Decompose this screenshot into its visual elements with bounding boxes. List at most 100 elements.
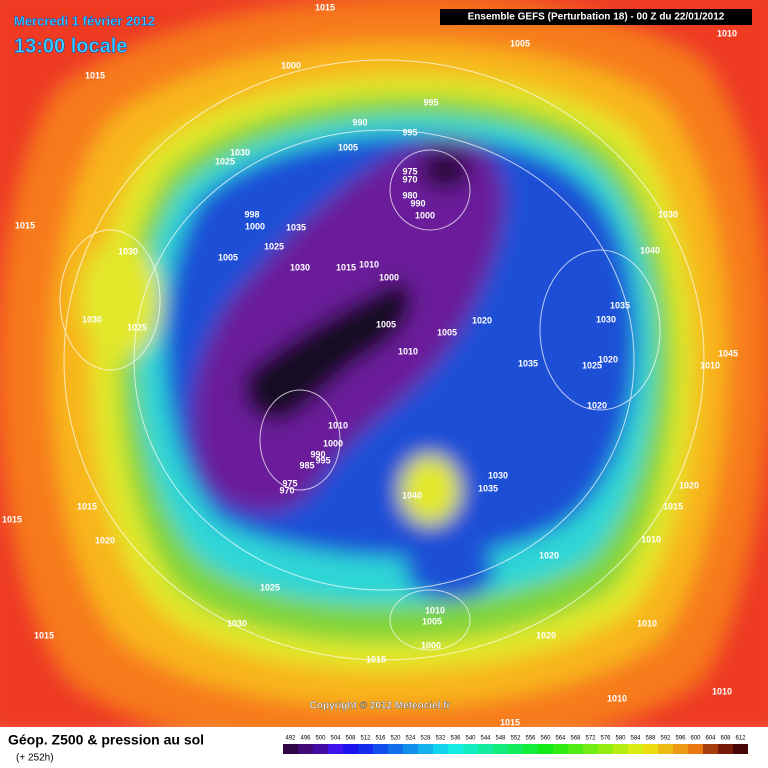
colorbar-label: 564: [555, 736, 566, 742]
header: Ensemble GEFS (Perturbation 18) - 00 Z d…: [468, 12, 725, 23]
colorbar-cell: [373, 744, 388, 754]
isobar-label: 1025: [215, 156, 235, 166]
date: Mercredi 1 février 2012: [14, 13, 155, 28]
colorbar-label: 612: [735, 736, 746, 742]
colorbar-cell: [673, 744, 688, 754]
colorbar-cell: [478, 744, 493, 754]
colorbar-label: 608: [720, 736, 731, 742]
colorbar-cell: [403, 744, 418, 754]
isobar-label: 998: [244, 209, 259, 219]
isobar-label: 1020: [536, 630, 556, 640]
colorbar-label: 524: [405, 736, 416, 742]
colorbar-cell: [583, 744, 598, 754]
isobar-label: 1015: [663, 501, 683, 511]
footer-lead: (+ 252h): [16, 753, 54, 764]
isobar-label: 975: [402, 166, 417, 176]
isobar-label: 1010: [637, 618, 657, 628]
isobar-label: 1005: [338, 142, 358, 152]
isobar-label: 1005: [437, 327, 457, 337]
isobar-label: 1030: [227, 618, 247, 628]
isobar-label: 1035: [610, 300, 630, 310]
isobar-label: 1005: [218, 252, 238, 262]
colorbar-cell: [733, 744, 748, 754]
colorbar-cell: [688, 744, 703, 754]
colorbar: 492 496 500 504 508 512 516 520 524 528 532 536 540 5…: [283, 736, 748, 754]
colorbar-cell: [418, 744, 433, 754]
isobar-label: 990: [310, 449, 325, 459]
isobar-label: 1020: [539, 550, 559, 560]
colorbar-cell: [538, 744, 553, 754]
isobar-label: 1010: [607, 693, 627, 703]
colorbar-label: 492: [285, 736, 296, 742]
colorbar-cell: [703, 744, 718, 754]
isobar-label: 1035: [286, 222, 306, 232]
isobar-label: 1015: [500, 717, 520, 727]
isobar-label: 995: [423, 97, 438, 107]
footer-title: Géop. Z500 & pression au sol: [8, 732, 204, 748]
colorbar-label: 588: [645, 736, 656, 742]
isobar-label: 1015: [315, 2, 335, 12]
isobar-label: 1010: [328, 420, 348, 430]
colorbar-label: 568: [570, 736, 581, 742]
isobars: [59, 59, 705, 661]
isobar-label: 1030: [290, 262, 310, 272]
isobar-label: 1015: [77, 501, 97, 511]
isobar-label: 1005: [422, 616, 442, 626]
isobar-label: 1045: [718, 348, 738, 358]
isobar-label: 990: [352, 117, 367, 127]
colorbar-cell: [508, 744, 523, 754]
colorbar-cell: [388, 744, 403, 754]
colorbar-cell: [358, 744, 373, 754]
isobar-label: 1005: [510, 38, 530, 48]
colorbar-cell: [283, 744, 298, 754]
isobar-label: 1015: [2, 514, 22, 524]
colorbar-cell: [598, 744, 613, 754]
colorbar-label: 528: [420, 736, 431, 742]
isobar-label: 975: [282, 478, 297, 488]
colorbar-cell: [568, 744, 583, 754]
isobar-label: 1010: [712, 686, 732, 696]
isobar-label: 1010: [717, 28, 737, 38]
isobar-label: 1030: [118, 246, 138, 256]
colorbar-label: 536: [450, 736, 461, 742]
colorbar-label: 508: [345, 736, 356, 742]
colorbar-cell: [463, 744, 478, 754]
colorbar-label: 556: [525, 736, 536, 742]
colorbar-label: 532: [435, 736, 446, 742]
isobar-label: 1015: [15, 220, 35, 230]
colorbar-label: 576: [600, 736, 611, 742]
isobar-label: 1000: [379, 272, 399, 282]
colorbar-cell: [313, 744, 328, 754]
isobar-label: 990: [410, 198, 425, 208]
isobar-label: 1020: [679, 480, 699, 490]
colorbar-cell: [298, 744, 313, 754]
isobar-label: 1015: [366, 654, 386, 664]
isobar-label: 1000: [415, 210, 435, 220]
isobar-label: 1025: [264, 241, 284, 251]
isobar-label: 1005: [376, 319, 396, 329]
colorbar-cell: [448, 744, 463, 754]
colorbar-cell: [343, 744, 358, 754]
isobar-label: 1000: [281, 60, 301, 70]
colorbar-cell: [628, 744, 643, 754]
isobar-label: 1015: [85, 70, 105, 80]
colorbar-cell: [718, 744, 733, 754]
isobar-label: 1025: [260, 582, 280, 592]
isobar-label: 1015: [336, 262, 356, 272]
colorbar-label: 560: [540, 736, 551, 742]
isobar-label: 995: [402, 127, 417, 137]
isobar-label: 1040: [640, 245, 660, 255]
colorbar-label: 600: [690, 736, 701, 742]
colorbar-label: 516: [375, 736, 386, 742]
colorbar-cell: [553, 744, 568, 754]
isobar-label: 1030: [658, 209, 678, 219]
colorbar-cell: [433, 744, 448, 754]
colorbar-label: 504: [330, 736, 341, 742]
colorbar-label: 572: [585, 736, 596, 742]
isobar-label: 970: [402, 174, 417, 184]
isobar-label: 1020: [598, 354, 618, 364]
copyright: Copyright © 2012 Meteociel.fr: [310, 701, 451, 712]
